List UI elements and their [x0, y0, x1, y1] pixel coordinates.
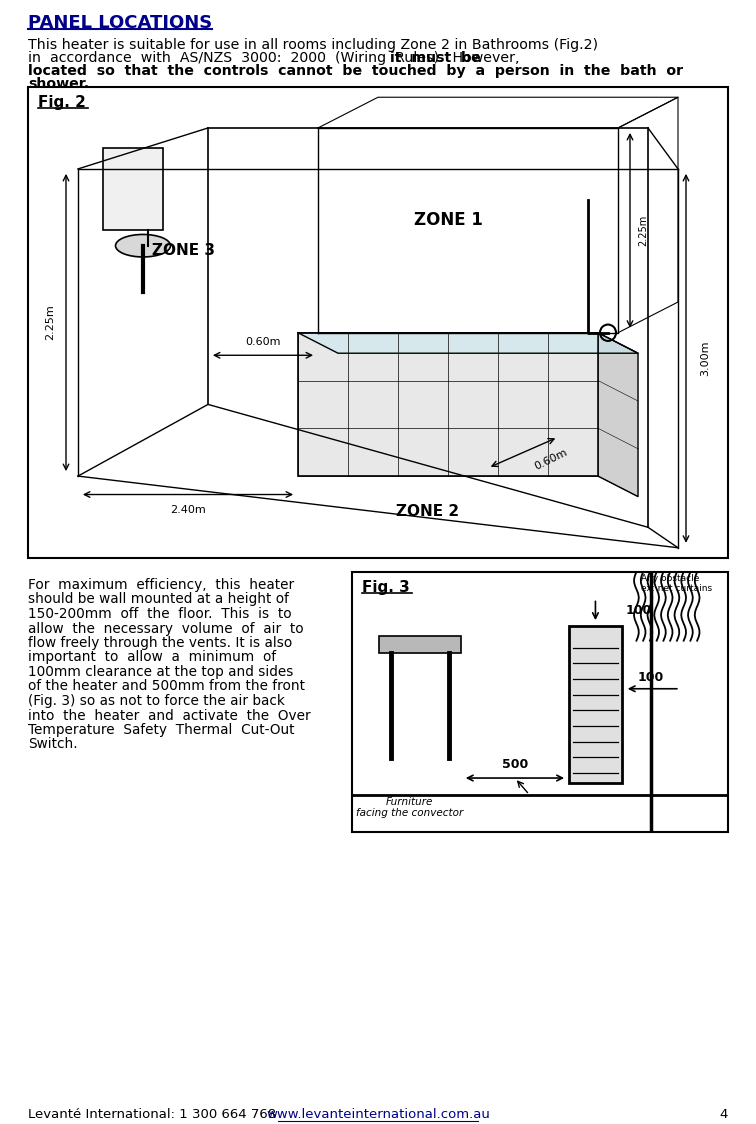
- Text: 0.60m: 0.60m: [245, 337, 280, 347]
- Text: 4: 4: [720, 1108, 728, 1121]
- Text: it  must  be: it must be: [390, 51, 481, 65]
- Text: ZONE 3: ZONE 3: [151, 243, 215, 259]
- Text: in  accordance  with  AS/NZS  3000:  2000  (Wiring  Rules).  However,: in accordance with AS/NZS 3000: 2000 (Wi…: [28, 51, 528, 65]
- Bar: [379, 636, 461, 653]
- Text: allow  the  necessary  volume  of  air  to: allow the necessary volume of air to: [28, 622, 304, 635]
- Text: into  the  heater  and  activate  the  Over: into the heater and activate the Over: [28, 708, 311, 723]
- Text: Fig. 2: Fig. 2: [38, 96, 86, 110]
- Text: For  maximum  efficiency,  this  heater: For maximum efficiency, this heater: [28, 578, 294, 592]
- Text: Levanté International: 1 300 664 768: Levanté International: 1 300 664 768: [28, 1108, 276, 1121]
- Text: 2.25m: 2.25m: [638, 215, 648, 246]
- Text: 100: 100: [638, 671, 664, 683]
- Text: important  to  allow  a  minimum  of: important to allow a minimum of: [28, 651, 276, 664]
- Text: 100: 100: [626, 604, 652, 617]
- Text: Fig. 3: Fig. 3: [362, 580, 410, 595]
- Polygon shape: [598, 333, 638, 497]
- Polygon shape: [298, 333, 638, 353]
- Text: located  so  that  the  controls  cannot  be  touched  by  a  person  in  the  b: located so that the controls cannot be t…: [28, 64, 683, 78]
- Text: Switch.: Switch.: [28, 737, 78, 752]
- Text: 2.25m: 2.25m: [45, 305, 55, 341]
- Text: of the heater and 500mm from the front: of the heater and 500mm from the front: [28, 680, 305, 694]
- Bar: [103, 148, 163, 230]
- Text: PANEL LOCATIONS: PANEL LOCATIONS: [28, 13, 212, 31]
- Bar: [352, 572, 728, 832]
- Text: 2.40m: 2.40m: [170, 505, 206, 515]
- Text: www.levanteinternational.com.au: www.levanteinternational.com.au: [266, 1108, 490, 1121]
- Text: 3.00m: 3.00m: [700, 341, 710, 377]
- Text: ex: net curtains: ex: net curtains: [641, 583, 712, 592]
- Text: This heater is suitable for use in all rooms including Zone 2 in Bathrooms (Fig.: This heater is suitable for use in all r…: [28, 38, 598, 52]
- Text: ZONE 2: ZONE 2: [396, 505, 460, 519]
- Text: shower.: shower.: [28, 78, 89, 91]
- Text: (Fig. 3) so as not to force the air back: (Fig. 3) so as not to force the air back: [28, 694, 285, 708]
- Text: should be wall mounted at a height of: should be wall mounted at a height of: [28, 592, 289, 607]
- Text: Any obstacle: Any obstacle: [641, 574, 699, 583]
- Bar: [569, 626, 622, 783]
- Bar: [28, 87, 728, 558]
- Text: Temperature  Safety  Thermal  Cut-Out: Temperature Safety Thermal Cut-Out: [28, 723, 295, 737]
- Text: 0.60m: 0.60m: [533, 447, 569, 472]
- Ellipse shape: [116, 235, 171, 257]
- Text: 500: 500: [502, 759, 528, 771]
- Text: 150-200mm  off  the  floor.  This  is  to: 150-200mm off the floor. This is to: [28, 607, 292, 620]
- Text: flow freely through the vents. It is also: flow freely through the vents. It is als…: [28, 636, 293, 650]
- Text: 100mm clearance at the top and sides: 100mm clearance at the top and sides: [28, 665, 293, 679]
- Text: Furniture
facing the convector: Furniture facing the convector: [356, 797, 463, 818]
- Text: ZONE 1: ZONE 1: [414, 211, 482, 229]
- Bar: [298, 333, 598, 477]
